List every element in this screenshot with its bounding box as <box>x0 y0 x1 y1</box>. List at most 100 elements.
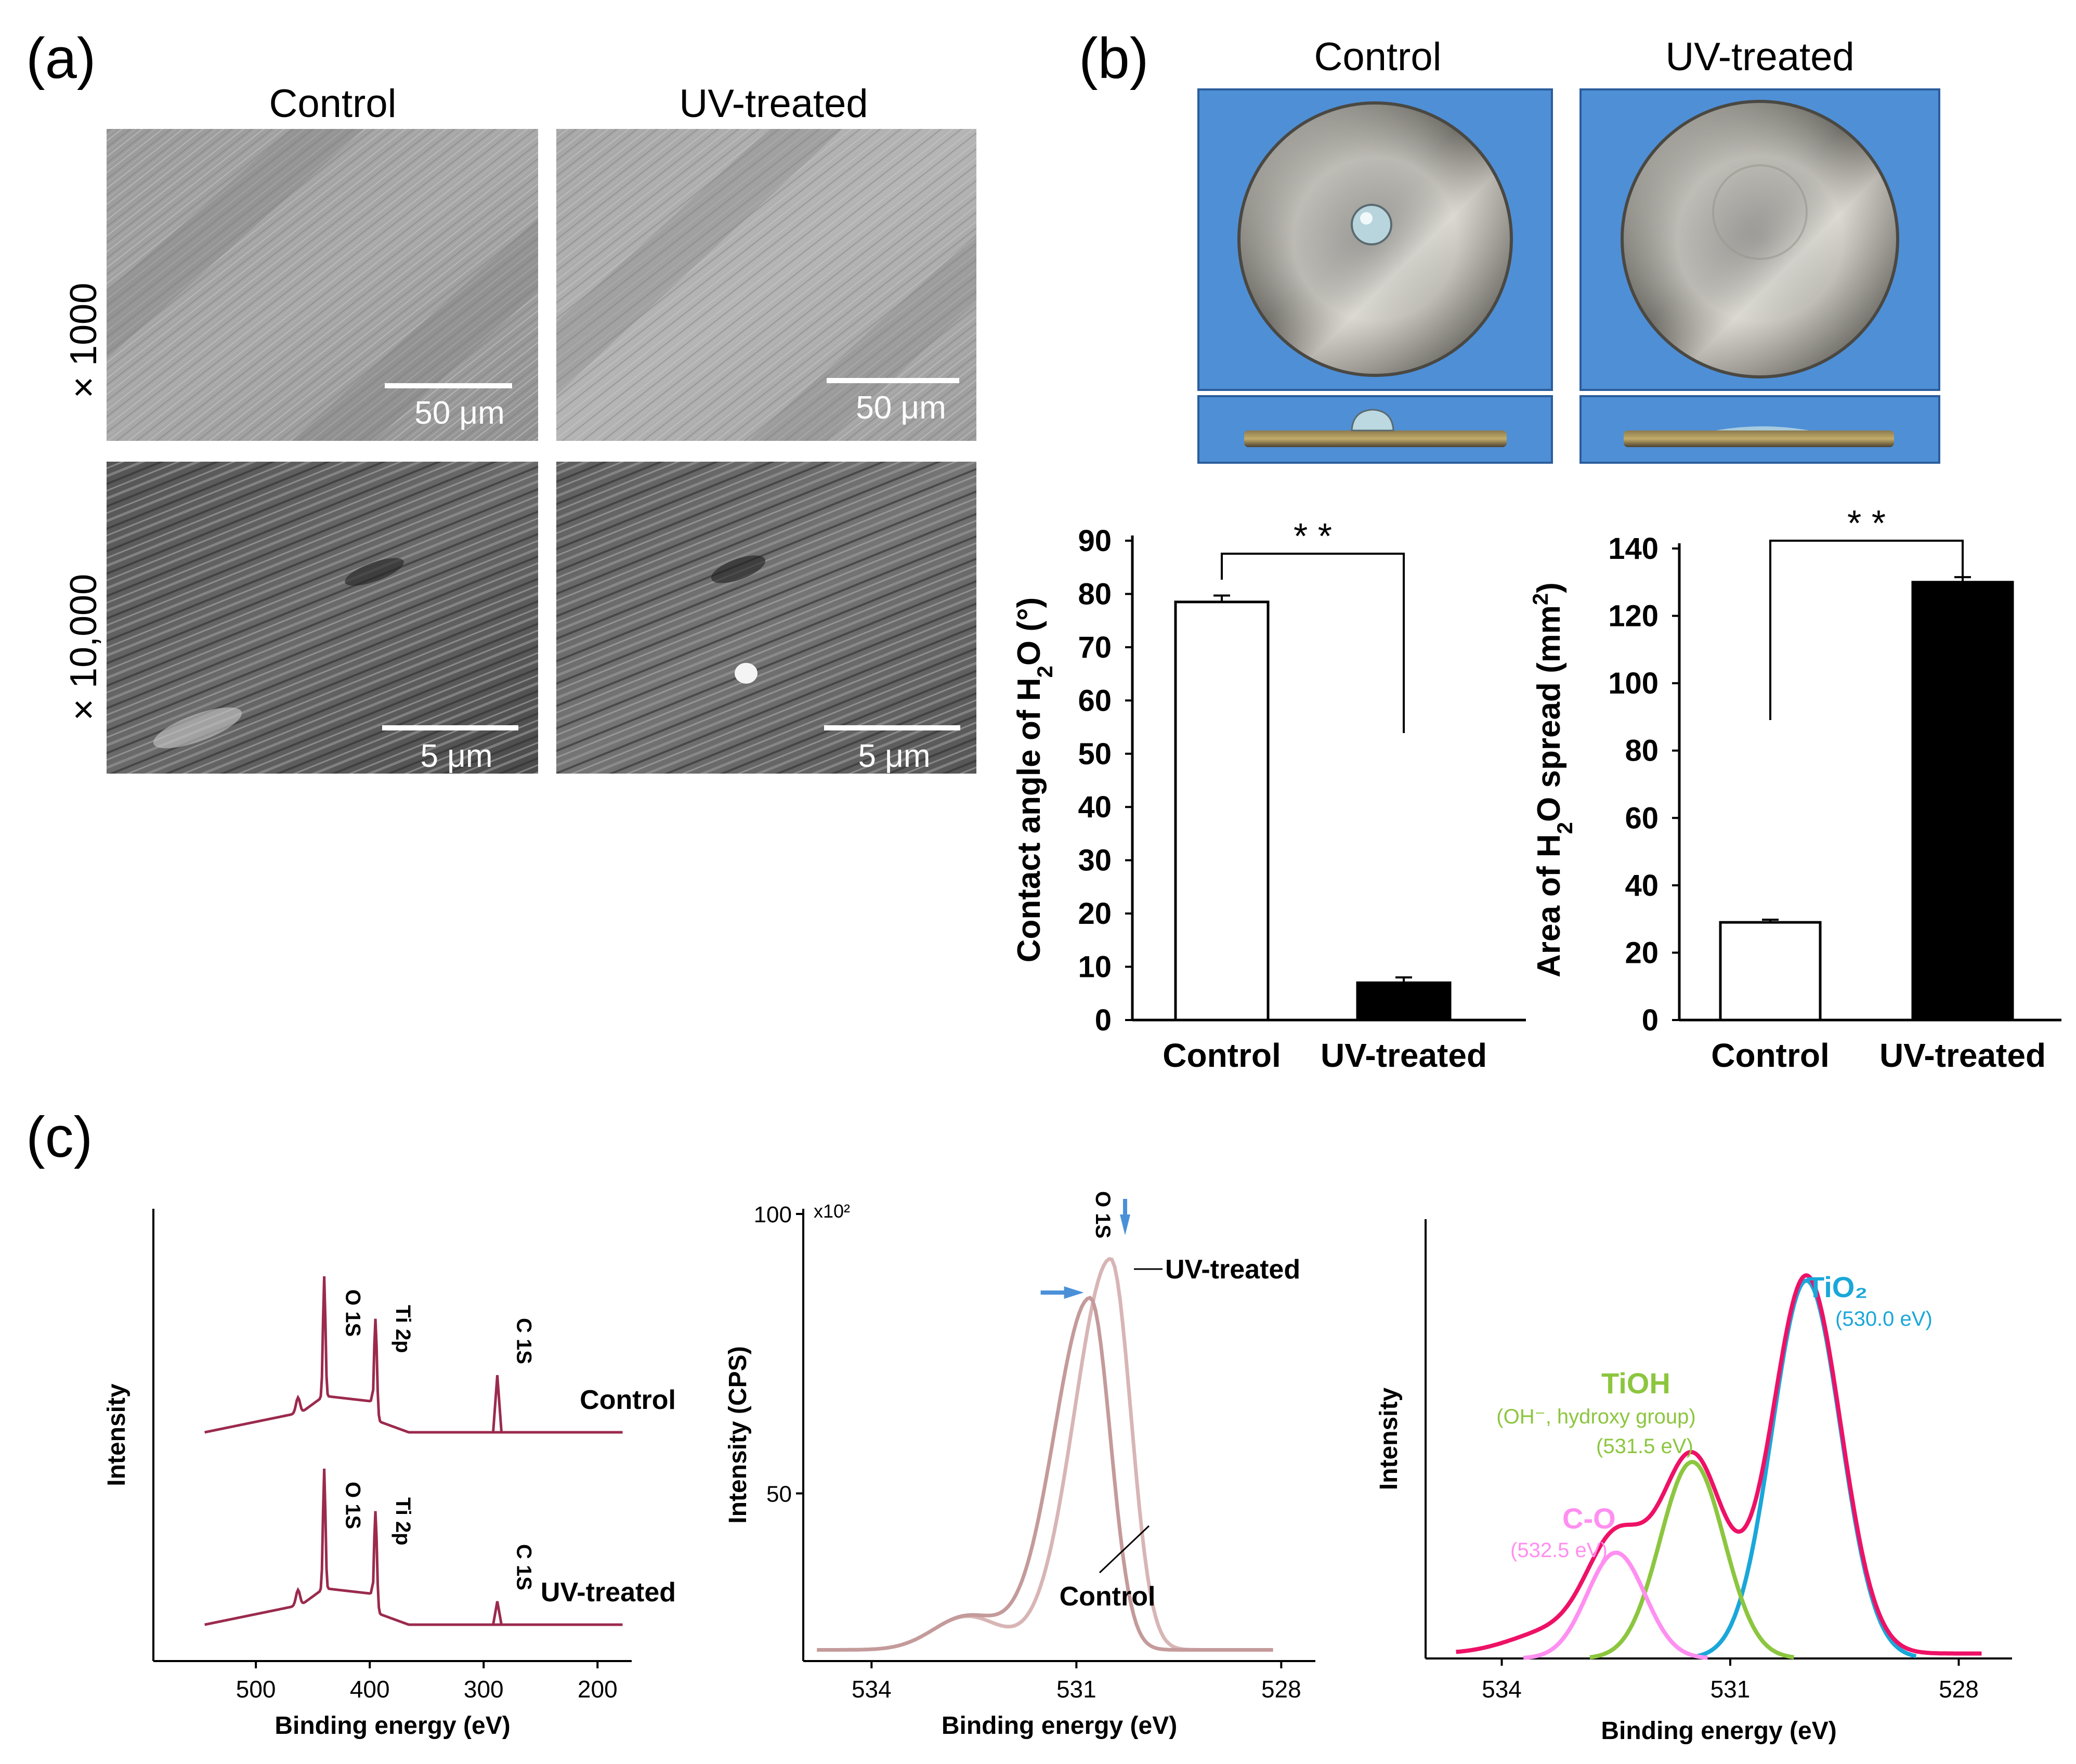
photo-uv-top <box>1579 88 1940 391</box>
x-tick-label: 531 <box>1056 1676 1096 1703</box>
peak-label-ti2p: Ti 2p <box>391 1305 414 1353</box>
component-tio₂ <box>1696 1278 1917 1658</box>
label-tioh-energy: (531.5 eV) <box>1596 1435 1693 1458</box>
spectrum-control <box>204 1276 623 1434</box>
x-tick-label: Control <box>1163 1037 1281 1074</box>
x-axis-title: Binding energy (eV) <box>1601 1717 1836 1745</box>
chart-contact-angle: Contact angle of H2O (°) 0 10 20 30 40 50 60 70… <box>1011 516 1526 1074</box>
bracket-line <box>1221 553 1405 733</box>
peak-label-c1s: C 1S <box>513 1544 536 1590</box>
significance-bracket: * * <box>1769 503 1964 720</box>
y-tick-label: 20 <box>1078 897 1112 931</box>
chart-xps-survey: 500 400 300 200 Binding energy (eV) Intensity… <box>103 1209 676 1740</box>
curve-uv-treated <box>817 1257 1273 1652</box>
component-tioh <box>1589 1460 1794 1660</box>
x-tick-label: 300 <box>464 1676 504 1703</box>
label-tioh: TiOH <box>1601 1367 1670 1400</box>
y-axis-label: Contact angle of H2O (°) <box>1011 597 1057 963</box>
label-co: C-O <box>1562 1502 1616 1535</box>
chart-spread-area: Area of H2O spread (mm2) 0 20 40 60 80 100 120… <box>1528 503 2061 1074</box>
peak-label-ti2p: Ti 2p <box>391 1497 414 1546</box>
sem-image-control-1000: 50 μm <box>107 129 538 441</box>
panel-b-label: (b) <box>1079 27 1148 90</box>
scale-bar-label: 5 μm <box>858 738 930 774</box>
y-tick-label: 120 <box>1608 599 1659 633</box>
photo-label-uv: UV-treated <box>1665 35 1854 79</box>
label-tio2: TiO₂ <box>1807 1271 1868 1303</box>
bars <box>1174 594 1452 1022</box>
bar-control <box>1174 600 1270 1022</box>
x-tick-label: UV-treated <box>1321 1037 1487 1074</box>
bar-uv-treated <box>1911 581 2014 1022</box>
y-tick-label: 80 <box>1625 734 1659 768</box>
series-label: UV-treated <box>541 1577 676 1608</box>
y-tick-label: 30 <box>1078 844 1112 878</box>
significance-bracket: * * <box>1221 516 1405 733</box>
y-axis-title: Contact angle of H2O (°) <box>1011 597 1057 963</box>
y-tick-label: 20 <box>1625 936 1659 970</box>
peak-label-o1s: O 1S <box>1091 1191 1114 1238</box>
bars <box>1719 576 2014 1022</box>
chart-xps-o1s: 534 531 528 50 100 x10² Binding energy (eV) Int… <box>724 1191 1315 1740</box>
envelope-curve <box>1456 1273 1982 1656</box>
y-axis-title: Area of H2O spread (mm2) <box>1528 582 1577 977</box>
photo-control-top <box>1197 88 1553 391</box>
y-tick-label: 70 <box>1078 631 1112 664</box>
y-tick-label: 50 <box>766 1482 792 1507</box>
y-tick-label: 40 <box>1625 869 1659 903</box>
x-tick-label: 400 <box>350 1676 390 1703</box>
bar-uv-treated <box>1356 981 1452 1022</box>
x-tick-labels: Control UV-treated <box>1163 1037 1487 1074</box>
x-tick-label: Control <box>1711 1037 1830 1074</box>
series-label: UV-treated <box>1165 1255 1300 1285</box>
y-tick-label: 100 <box>1608 667 1659 700</box>
peak-arrow-uv <box>1120 1214 1130 1235</box>
y-tick-label: 0 <box>1095 1003 1112 1037</box>
sem-row-10000: × 10,000 <box>63 574 105 721</box>
x-tick-label: 500 <box>236 1676 276 1703</box>
y-tick-label: 140 <box>1608 532 1659 566</box>
curve-control <box>817 1296 1273 1652</box>
sem-col-control: Control <box>269 82 397 126</box>
x-tick-label: 534 <box>852 1676 892 1703</box>
component-c-o <box>1523 1550 1708 1660</box>
y-tick-label: 50 <box>1078 737 1112 771</box>
label-tio2-detail: (530.0 eV) <box>1835 1308 1933 1330</box>
x-axis-title: Binding energy (eV) <box>942 1712 1177 1740</box>
y-tick-label: 60 <box>1078 684 1112 717</box>
y-tick-label: 10 <box>1078 950 1112 984</box>
y-tick-label: 90 <box>1078 524 1112 558</box>
x-tick-label: 200 <box>578 1676 618 1703</box>
panel-a: (a) Control UV-treated × 1000 × 10,000 5… <box>26 27 976 774</box>
significance-stars: * * <box>1847 503 1886 543</box>
significance-stars: * * <box>1294 516 1332 556</box>
peak-label-o1s: O 1S <box>342 1482 364 1529</box>
x-tick-labels: Control UV-treated <box>1711 1037 2046 1074</box>
sem-image-control-10000: 5 μm <box>107 462 538 774</box>
x-axis-title: Binding energy (eV) <box>275 1712 510 1740</box>
y-tick-label: 40 <box>1078 790 1112 824</box>
photo-label-control: Control <box>1314 35 1442 79</box>
y-tick-label: 0 <box>1642 1003 1659 1037</box>
leader-line <box>1099 1525 1150 1574</box>
photo-uv-side <box>1579 395 1940 464</box>
panel-b: (b) Control UV-treated <box>1079 27 1940 464</box>
bar-control <box>1719 921 1822 1022</box>
y-ticks: 0 10 20 30 40 50 60 70 80 90 <box>1078 524 1132 1037</box>
x-tick-label: UV-treated <box>1879 1037 2046 1074</box>
x-tick-label: 531 <box>1711 1676 1751 1703</box>
photo-control-side <box>1197 395 1553 464</box>
sem-col-uv: UV-treated <box>679 82 868 126</box>
c1s-peak <box>492 1375 503 1433</box>
y-tick-label: 100 <box>754 1202 792 1227</box>
label-tioh-detail: (OH⁻, hydroxy group) <box>1496 1405 1695 1428</box>
spectrum-uv-treated <box>204 1468 623 1626</box>
y-tick-label: 60 <box>1625 801 1659 835</box>
sem-image-uv-10000: 5 μm <box>556 462 976 774</box>
series-label: Control <box>1060 1582 1156 1612</box>
panel-a-label: (a) <box>26 27 96 90</box>
peak-label-o1s: O 1S <box>342 1289 364 1337</box>
y-ticks: 0 20 40 60 80 100 120 140 <box>1608 532 1679 1037</box>
x-tick-label: 528 <box>1261 1676 1301 1703</box>
